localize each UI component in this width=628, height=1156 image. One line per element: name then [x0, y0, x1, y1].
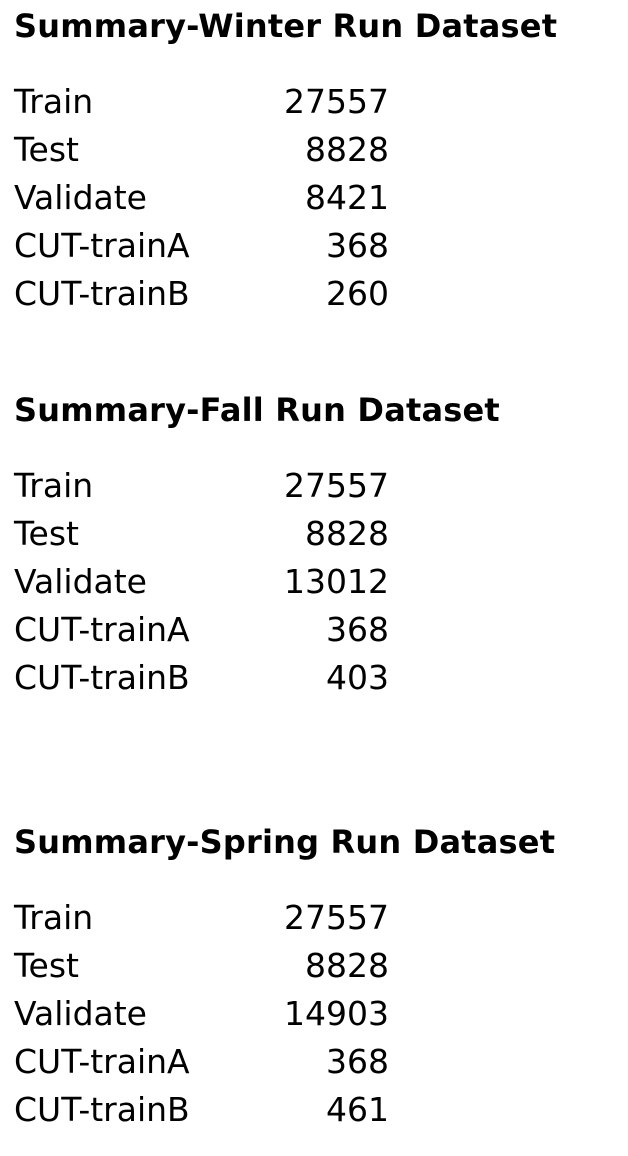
table-row: CUT-trainB 260 [14, 270, 557, 318]
row-label: CUT-trainB [14, 658, 190, 697]
table-row: Train 27557 [14, 894, 555, 942]
winter-summary-title: Summary-Winter Run Dataset [14, 7, 558, 45]
row-value: 461 [326, 1090, 389, 1129]
row-value: 368 [326, 1042, 389, 1081]
table-row: Validate 8421 [14, 174, 557, 222]
row-label: Validate [14, 994, 147, 1033]
table-row: CUT-trainA 368 [14, 222, 557, 270]
row-label: Validate [14, 562, 147, 601]
spring-summary-table: Train 27557 Test 8828 Validate 14903 CUT… [14, 894, 555, 1134]
row-value: 27557 [284, 82, 389, 121]
row-value: 403 [326, 658, 389, 697]
fall-summary-title: Summary-Fall Run Dataset [14, 391, 500, 429]
row-label: Test [14, 946, 79, 985]
row-value: 13012 [284, 562, 389, 601]
row-value: 260 [326, 274, 389, 313]
fall-summary-table: Train 27557 Test 8828 Validate 13012 CUT… [14, 462, 500, 702]
table-row: CUT-trainA 368 [14, 1038, 555, 1086]
row-label: CUT-trainB [14, 1090, 190, 1129]
winter-summary-table: Train 27557 Test 8828 Validate 8421 CUT-… [14, 78, 557, 318]
row-value: 14903 [284, 994, 389, 1033]
row-label: CUT-trainA [14, 1042, 190, 1081]
winter-summary-section: Summary-Winter Run Dataset Train 27557 T… [14, 6, 557, 318]
row-label: Test [14, 130, 79, 169]
row-value: 368 [326, 610, 389, 649]
row-label: Test [14, 514, 79, 553]
row-value: 8828 [305, 130, 389, 169]
row-label: CUT-trainB [14, 274, 190, 313]
row-value: 27557 [284, 466, 389, 505]
table-row: Train 27557 [14, 78, 557, 126]
table-row: Validate 14903 [14, 990, 555, 1038]
row-value: 8421 [305, 178, 389, 217]
row-label: CUT-trainA [14, 226, 190, 265]
fall-summary-section: Summary-Fall Run Dataset Train 27557 Tes… [14, 390, 500, 702]
spring-summary-title: Summary-Spring Run Dataset [14, 823, 556, 861]
table-row: CUT-trainB 403 [14, 654, 500, 702]
table-row: Test 8828 [14, 126, 557, 174]
row-label: Train [14, 898, 94, 937]
table-row: CUT-trainB 461 [14, 1086, 555, 1134]
row-value: 8828 [305, 514, 389, 553]
table-row: Test 8828 [14, 510, 500, 558]
table-row: Test 8828 [14, 942, 555, 990]
row-label: Validate [14, 178, 147, 217]
table-row: CUT-trainA 368 [14, 606, 500, 654]
table-row: Train 27557 [14, 462, 500, 510]
row-value: 8828 [305, 946, 389, 985]
row-label: Train [14, 466, 94, 505]
row-value: 368 [326, 226, 389, 265]
row-label: CUT-trainA [14, 610, 190, 649]
table-row: Validate 13012 [14, 558, 500, 606]
spring-summary-section: Summary-Spring Run Dataset Train 27557 T… [14, 822, 555, 1134]
row-label: Train [14, 82, 94, 121]
row-value: 27557 [284, 898, 389, 937]
